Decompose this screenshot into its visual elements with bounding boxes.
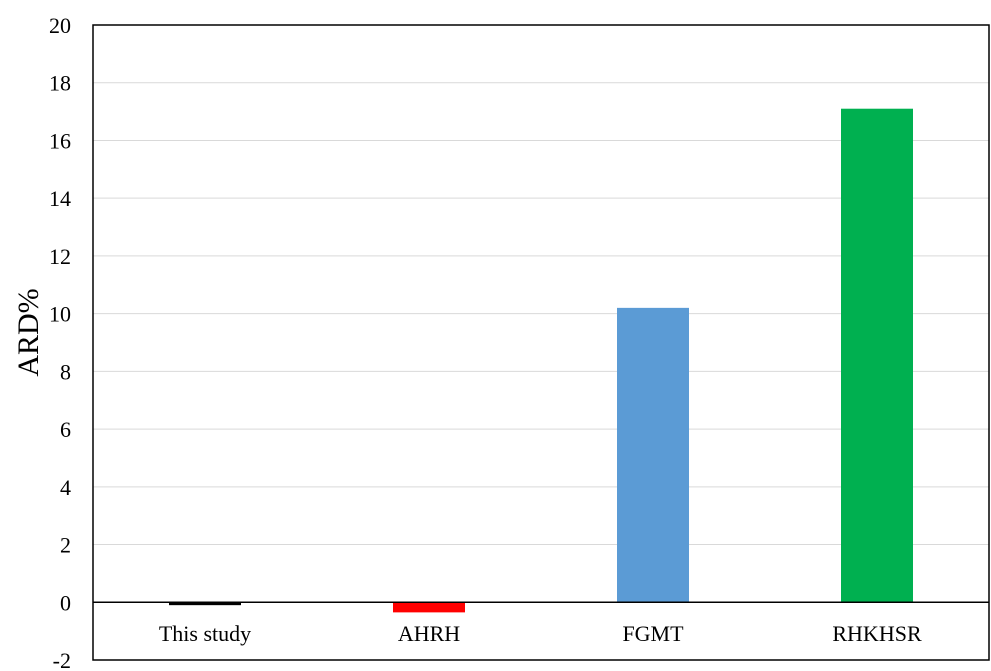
bar-this-study — [169, 602, 241, 606]
bar-ahrh — [393, 602, 465, 613]
category-label: This study — [159, 621, 251, 646]
bar-fgmt — [617, 307, 689, 603]
y-tick-label: 6 — [60, 417, 71, 442]
y-tick-label: 4 — [60, 475, 71, 500]
y-tick-label: 14 — [49, 186, 71, 211]
y-tick-labels: -2 0 2 4 6 8 10 12 14 16 18 20 — [49, 13, 71, 671]
y-tick-label: 20 — [49, 13, 71, 38]
y-tick-label: 8 — [60, 359, 71, 384]
y-tick-label: 18 — [49, 71, 71, 96]
y-axis-title: ARD% — [12, 288, 45, 376]
y-tick-label: 16 — [49, 128, 71, 153]
y-tick-label: 2 — [60, 533, 71, 558]
y-tick-label: 10 — [49, 302, 71, 327]
bars — [169, 108, 913, 613]
category-label: AHRH — [398, 621, 460, 646]
bar-rhkhsr — [841, 108, 913, 603]
y-tick-label: 12 — [49, 244, 71, 269]
grid-lines — [93, 82, 989, 546]
plot-frame — [92, 24, 990, 661]
category-labels: This study AHRH FGMT RHKHSR — [159, 621, 922, 646]
category-label: RHKHSR — [832, 621, 922, 646]
y-tick-label: 0 — [60, 590, 71, 615]
category-label: FGMT — [622, 621, 684, 646]
y-tick-label: -2 — [53, 648, 71, 671]
